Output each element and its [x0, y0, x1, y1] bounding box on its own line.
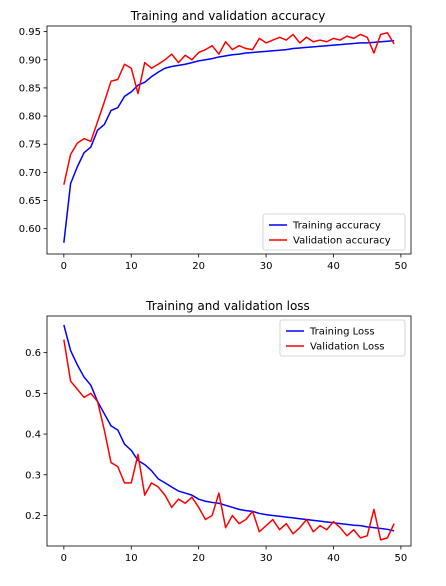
accuracy-chart-xtick-label: 40: [327, 261, 340, 272]
loss-chart-ytick-label: 0.5: [25, 389, 41, 400]
loss-chart-xtick-label: 10: [125, 553, 138, 564]
accuracy-chart-xtick-label: 50: [395, 261, 408, 272]
accuracy-chart-ytick-label: 0.60: [19, 224, 41, 235]
loss-chart-title: Training and validation loss: [145, 299, 310, 313]
accuracy-chart-legend-box: [262, 213, 406, 251]
accuracy-chart-series-validation-line: [63, 32, 395, 185]
accuracy-chart-lines: [63, 32, 395, 243]
loss-chart-lines: [63, 324, 395, 541]
loss-chart-frame: [46, 315, 412, 547]
loss-chart-legend-label: Training Loss: [309, 327, 375, 338]
loss-chart-series-validation-line: [63, 339, 395, 541]
accuracy-chart-legend: Training accuracy Validation accuracy: [262, 213, 406, 251]
accuracy-chart-xtick-label: 30: [260, 261, 273, 272]
accuracy-chart-ytick-label: 0.80: [19, 112, 41, 123]
accuracy-chart: Training and validation accuracy 0 10 20 30…: [19, 9, 412, 272]
loss-chart-xtick-label: 40: [327, 553, 340, 564]
accuracy-chart-title: Training and validation accuracy: [130, 9, 326, 23]
accuracy-chart-ytick-label: 0.85: [19, 83, 41, 94]
loss-chart: Training and validation loss 0 10 20 30 40 50…: [25, 299, 412, 564]
accuracy-chart-frame: [46, 25, 412, 255]
loss-chart-series-training-line: [63, 324, 395, 532]
accuracy-chart-ticks: 0 10 20 30 40 50 0.60 0.65 0.70 0.75 0.80 0.85 0.90 0…: [19, 27, 408, 272]
accuracy-chart-series-training-line: [63, 39, 395, 243]
accuracy-chart-ytick-label: 0.90: [19, 55, 41, 66]
loss-chart-xtick-label: 30: [260, 553, 273, 564]
accuracy-chart-xtick-label: 0: [61, 261, 67, 272]
accuracy-chart-ytick-label: 0.70: [19, 168, 41, 179]
loss-chart-legend-label: Validation Loss: [310, 342, 385, 353]
accuracy-chart-ytick-label: 0.65: [19, 196, 41, 207]
loss-chart-ticks: 0 10 20 30 40 50 0.2 0.3 0.4 0.5 0.6: [25, 348, 407, 564]
accuracy-chart-xtick-label: 20: [192, 261, 205, 272]
accuracy-chart-xtick-label: 10: [125, 261, 138, 272]
accuracy-chart-ytick-label: 0.75: [19, 140, 41, 151]
loss-chart-ytick-label: 0.4: [25, 430, 41, 441]
accuracy-chart-legend-label: Training accuracy: [292, 221, 381, 232]
loss-chart-xtick-label: 20: [192, 553, 205, 564]
loss-chart-ytick-label: 0.3: [25, 470, 41, 481]
loss-chart-xtick-label: 0: [61, 553, 67, 564]
accuracy-chart-legend-label: Validation accuracy: [293, 236, 391, 247]
loss-chart-xtick-label: 50: [395, 553, 408, 564]
loss-chart-ytick-label: 0.6: [25, 348, 41, 359]
loss-chart-legend-box: [279, 319, 406, 357]
loss-chart-ytick-label: 0.2: [25, 511, 41, 522]
accuracy-chart-ytick-label: 0.95: [19, 27, 41, 38]
loss-chart-legend: Training Loss Validation Loss: [279, 319, 406, 357]
